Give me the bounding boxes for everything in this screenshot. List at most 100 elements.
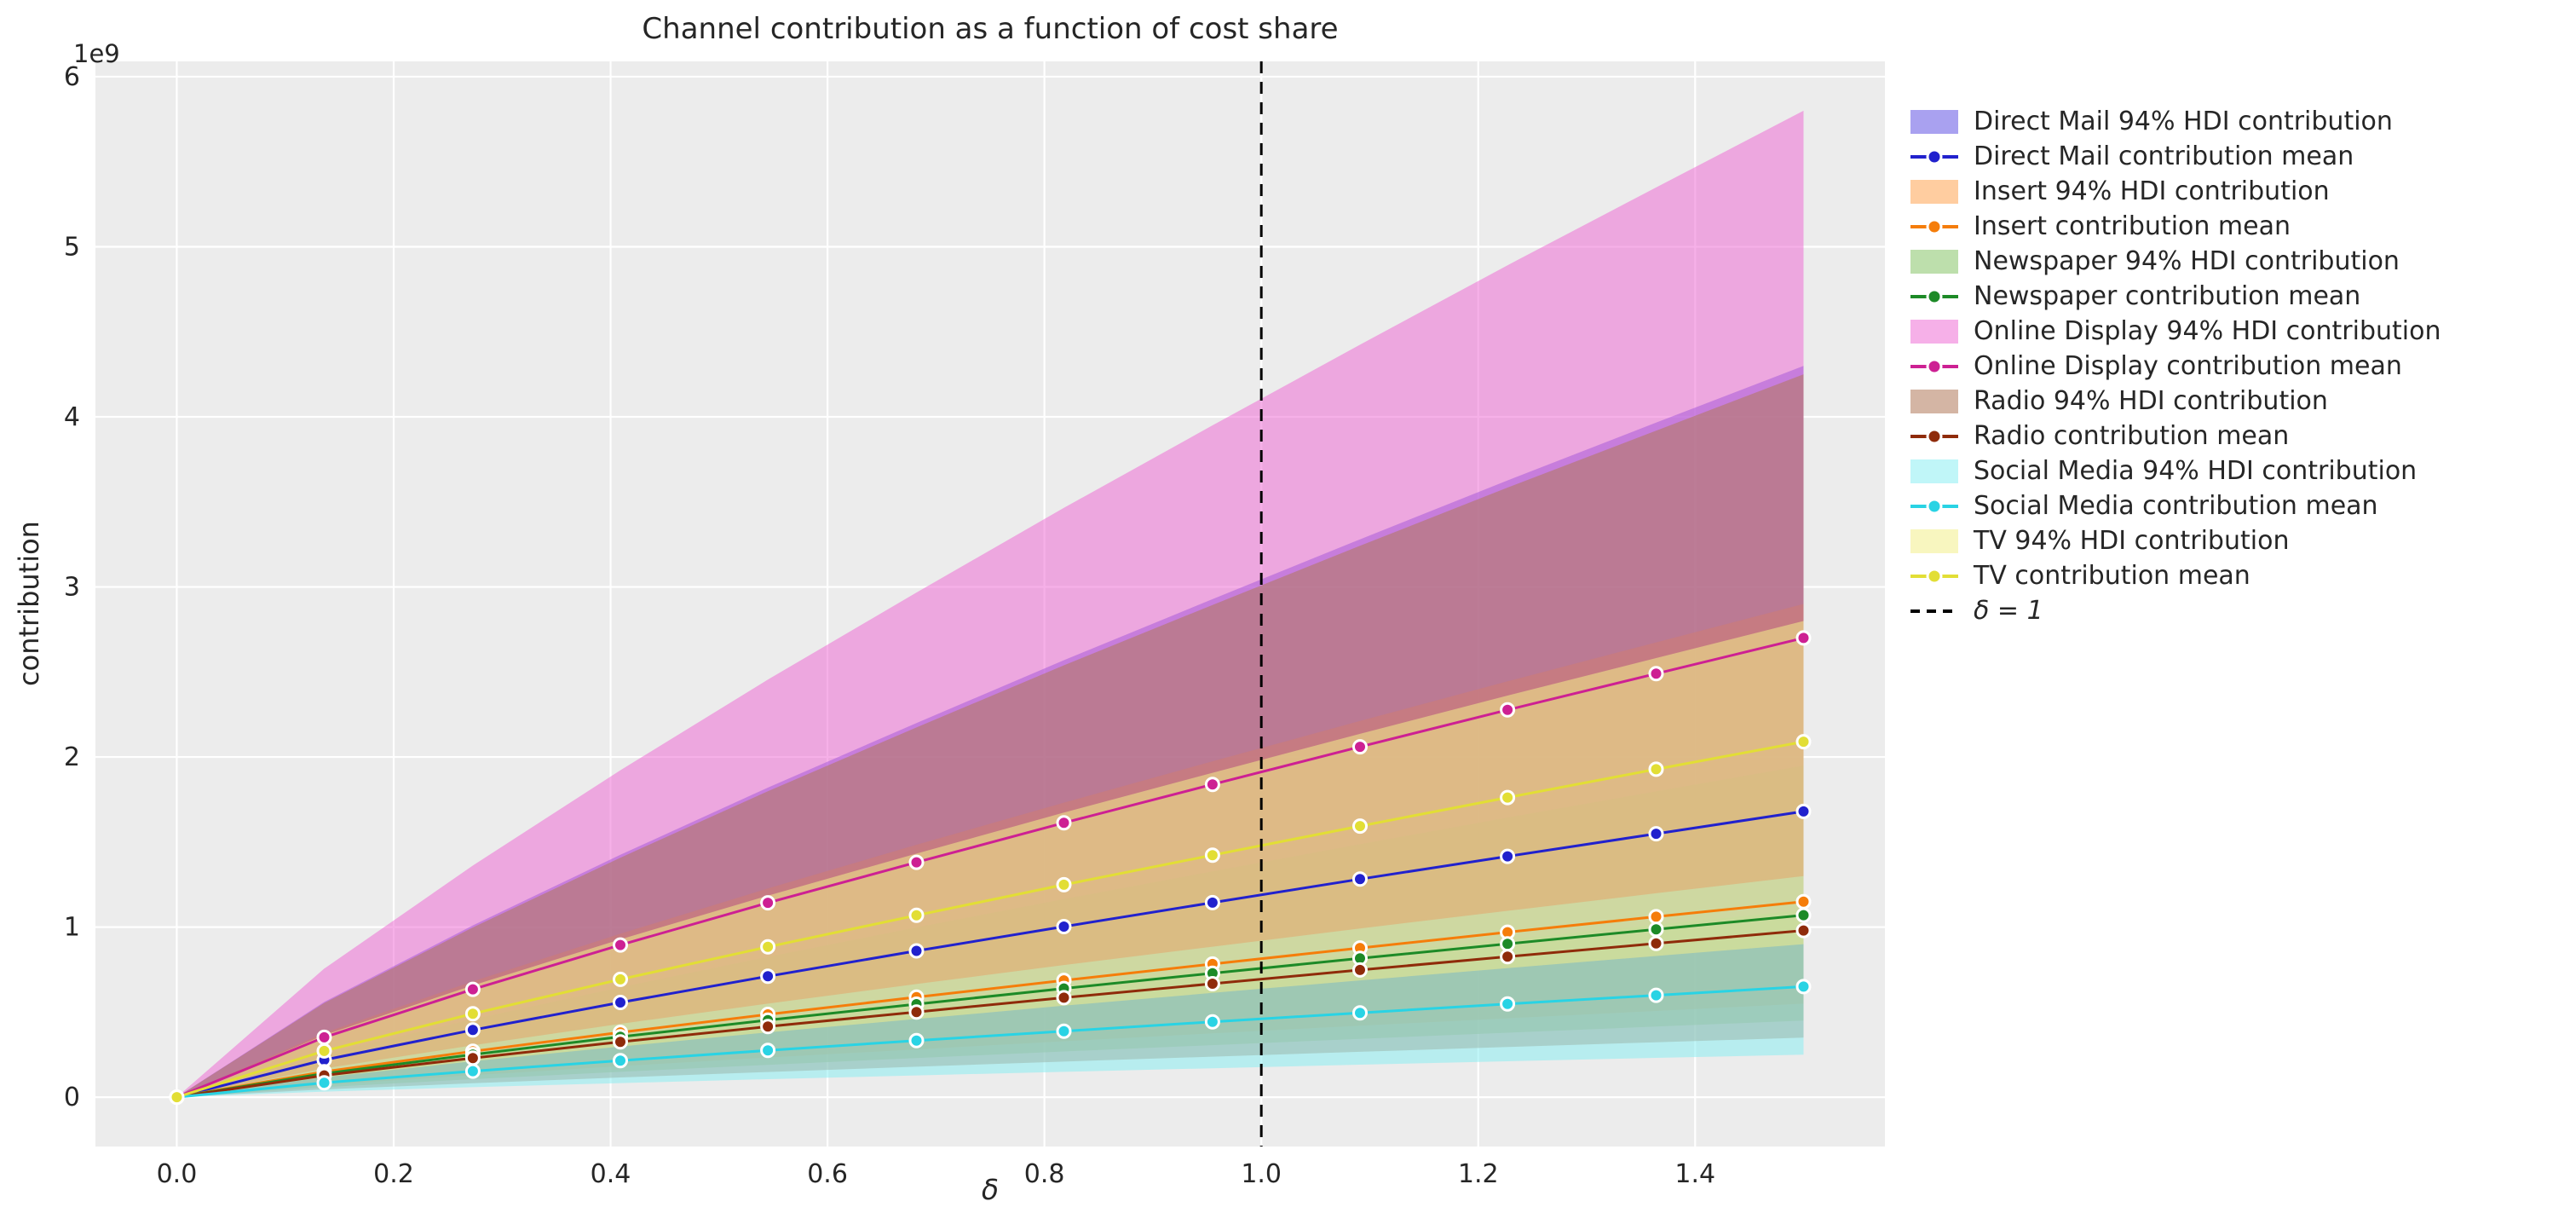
marker-online-display	[1204, 777, 1220, 793]
marker-radio	[760, 1019, 776, 1035]
x-tick-label: 1.2	[1458, 1159, 1499, 1189]
marker-tv	[760, 939, 776, 955]
legend-label: Insert contribution mean	[1974, 211, 2291, 241]
marker-tv	[169, 1089, 185, 1106]
online-display-hdi-patch-icon	[1910, 319, 1958, 344]
marker-social-media	[1648, 987, 1664, 1003]
legend-item-newspaper: Newspaper 94% HDI contribution	[1910, 244, 2441, 279]
social-media-mean-line-icon	[1910, 494, 1958, 519]
marker-newspaper	[1795, 907, 1812, 923]
marker-direct-mail	[1648, 826, 1664, 842]
chart-title: Channel contribution as a function of co…	[642, 12, 1339, 46]
x-tick-labels: 0.0 0.2 0.4 0.6 0.8 1.0 1.2 1.4	[157, 1159, 1716, 1189]
legend-label: Direct Mail contribution mean	[1974, 142, 2354, 171]
legend-item-online-display: Online Display 94% HDI contribution	[1910, 314, 2441, 349]
y-tick-label: 2	[64, 742, 80, 772]
legend-label: Online Display 94% HDI contribution	[1974, 316, 2441, 346]
x-tick-label: 0.8	[1024, 1159, 1065, 1189]
marker-radio	[1352, 962, 1368, 978]
marker-social-media	[760, 1043, 776, 1059]
legend-item-radio: Radio contribution mean	[1910, 419, 2441, 453]
legend-label: δ = 1	[1974, 596, 2043, 626]
marker-direct-mail	[1795, 803, 1812, 819]
marker-tv	[1204, 847, 1220, 864]
marker-online-display	[1500, 702, 1516, 718]
x-tick-label: 0.2	[373, 1159, 414, 1189]
newspaper-hdi-patch-icon	[1910, 249, 1958, 274]
legend-label: Radio 94% HDI contribution	[1974, 386, 2328, 416]
y-tick-label: 3	[64, 573, 80, 603]
mean-lines	[169, 630, 1812, 1106]
insert-hdi-patch-icon	[1910, 179, 1958, 205]
marker-newspaper	[1648, 921, 1664, 938]
x-tick-label: 0.4	[591, 1159, 631, 1189]
tv-hdi-patch-icon	[1910, 529, 1958, 554]
marker-insert	[1795, 893, 1812, 910]
marker-radio	[1648, 935, 1664, 951]
marker-direct-mail	[1204, 894, 1220, 910]
marker-newspaper	[1500, 936, 1516, 952]
x-tick-label: 0.6	[807, 1159, 848, 1189]
marker-social-media	[908, 1032, 925, 1048]
marker-radio	[464, 1050, 481, 1066]
marker-direct-mail	[613, 995, 628, 1010]
y-axis-offset-label: 1e9	[73, 39, 120, 68]
band-tv	[176, 621, 1804, 1098]
marker-online-display	[908, 854, 925, 870]
marker-insert	[1648, 909, 1664, 925]
y-tick-label: 5	[64, 232, 80, 262]
marker-tv	[1795, 734, 1812, 750]
marker-tv	[1500, 789, 1516, 806]
marker-direct-mail	[1056, 919, 1072, 934]
marker-direct-mail	[760, 968, 776, 985]
marker-tv	[1056, 876, 1072, 892]
marker-tv	[908, 907, 925, 923]
marker-radio	[613, 1034, 628, 1050]
legend-label: Social Media contribution mean	[1974, 491, 2378, 521]
x-axis-label: δ	[981, 1173, 1000, 1206]
line-newspaper-mean	[176, 914, 1804, 1099]
online-display-mean-line-icon	[1910, 354, 1958, 379]
y-tick-label: 1	[64, 913, 80, 943]
marker-radio	[1204, 976, 1220, 991]
legend-label: TV contribution mean	[1974, 561, 2250, 591]
direct-mail-hdi-patch-icon	[1910, 109, 1958, 135]
legend-label: Direct Mail 94% HDI contribution	[1974, 107, 2393, 136]
marker-social-media	[1500, 996, 1516, 1012]
marker-social-media	[613, 1053, 628, 1069]
legend-item-delta-equals-1: δ = 1	[1910, 593, 2441, 628]
marker-direct-mail	[908, 943, 925, 959]
y-axis-label: contribution	[13, 521, 45, 686]
legend-item-social-media: Social Media 94% HDI contribution	[1910, 453, 2441, 488]
marker-tv	[1648, 761, 1664, 777]
dashed-line-icon	[1910, 598, 1958, 624]
y-tick-label: 0	[64, 1083, 80, 1112]
legend-item-direct-mail: Direct Mail contribution mean	[1910, 139, 2441, 174]
insert-mean-line-icon	[1910, 214, 1958, 240]
marker-social-media	[464, 1063, 481, 1079]
marker-online-display	[1056, 815, 1072, 831]
legend-label: Radio contribution mean	[1974, 421, 2290, 451]
marker-online-display	[613, 937, 628, 953]
line-insert-mean	[176, 900, 1804, 1099]
y-tick-label: 4	[64, 402, 80, 432]
marker-tv	[316, 1043, 332, 1059]
marker-social-media	[316, 1075, 332, 1091]
y-tick-labels: 0 1 2 3 4 5 6	[64, 62, 80, 1112]
line-direct-mail-mean	[176, 810, 1804, 1099]
marker-direct-mail	[1352, 871, 1368, 887]
legend-item-social-media: Social Media contribution mean	[1910, 488, 2441, 523]
line-social-media-mean	[176, 985, 1804, 1099]
marker-radio	[1795, 922, 1812, 939]
legend-item-radio: Radio 94% HDI contribution	[1910, 384, 2441, 419]
legend-label: Insert 94% HDI contribution	[1974, 176, 2330, 206]
x-tick-label: 0.0	[157, 1159, 198, 1189]
radio-hdi-patch-icon	[1910, 389, 1958, 414]
marker-social-media	[1795, 979, 1812, 995]
marker-radio	[1500, 949, 1516, 965]
marker-radio	[1056, 990, 1072, 1006]
legend-label: Online Display contribution mean	[1974, 351, 2402, 381]
x-tick-label: 1.4	[1674, 1159, 1715, 1189]
